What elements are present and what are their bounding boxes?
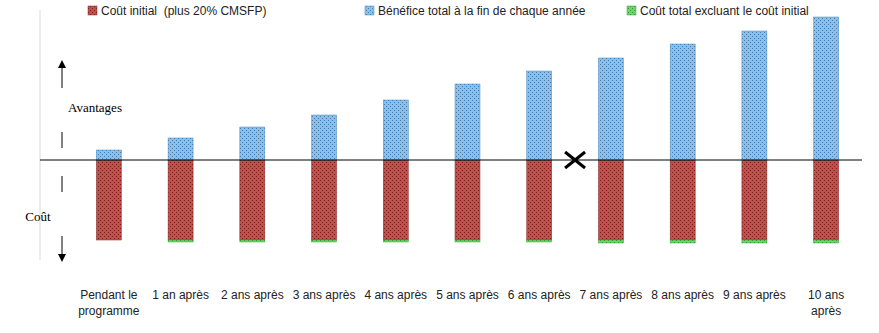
chart: Pendant leprogramme 1 an après 2 ans après… (0, 0, 879, 333)
bar-segment (240, 240, 265, 242)
bar-segment (598, 160, 623, 240)
category-label: 9 ans après (723, 288, 786, 302)
category-label: 6 ans après (508, 288, 571, 302)
arrows (58, 60, 66, 262)
legend-label: Bénéfice total à la fin de chaque année (378, 4, 586, 18)
bar-segment (96, 160, 121, 240)
bar-segment (168, 138, 193, 160)
bars (96, 17, 838, 243)
bar-segment (312, 115, 337, 160)
bar-segment (527, 71, 552, 160)
bar-segment (240, 127, 265, 160)
category-label: 1 an après (152, 288, 209, 302)
grid-line (40, 160, 862, 161)
bar-segment (312, 240, 337, 242)
category-label: 7 ans après (580, 288, 643, 302)
legend-entry: Coût initial (plus 20% CMSFP) (88, 4, 266, 18)
legend-entry: Bénéfice total à la fin de chaque année (365, 4, 586, 18)
bar-segment (814, 240, 839, 243)
category-label: 2 ans après (221, 288, 284, 302)
bar-segment (455, 240, 480, 242)
bar-segment (814, 17, 839, 160)
bar-segment (670, 240, 695, 243)
annotation: Coût (25, 209, 51, 224)
chart-svg: Pendant leprogramme 1 an après 2 ans après… (0, 0, 879, 333)
bar-segment (96, 150, 121, 160)
bar-segment (742, 160, 767, 240)
bar-segment (455, 160, 480, 240)
legend-swatch (627, 6, 636, 15)
category-label: 10 ansaprès (808, 288, 844, 318)
bar-segment (455, 84, 480, 160)
bar-segment (598, 240, 623, 243)
bar-segment (383, 160, 408, 240)
bar-segment (670, 160, 695, 240)
bar-segment (814, 160, 839, 240)
category-label: 5 ans après (436, 288, 499, 302)
category-label: 4 ans après (364, 288, 427, 302)
bar-segment (168, 160, 193, 240)
bar-segment (168, 240, 193, 242)
category-label: 3 ans après (293, 288, 356, 302)
bar-segment (96, 150, 121, 151)
legend-entry: Coût total excluant le coût initial (627, 4, 809, 18)
category-label: Pendant leprogramme (78, 288, 140, 318)
bar-segment (670, 44, 695, 160)
bar-segment (527, 240, 552, 242)
bar-segment (240, 160, 265, 240)
legend-label: Coût total excluant le coût initial (640, 4, 809, 18)
legend-swatch (88, 6, 97, 15)
legend-swatch (365, 6, 374, 15)
break-even-mark (565, 152, 585, 168)
bar-segment (598, 58, 623, 160)
bar-segment (383, 240, 408, 242)
bar-segment (527, 160, 552, 240)
bar-segment (312, 160, 337, 240)
bar-segment (383, 100, 408, 160)
legend-label: Coût initial (plus 20% CMSFP) (101, 4, 266, 18)
category-label: 8 ans après (651, 288, 714, 302)
bar-segment (742, 240, 767, 243)
bar-segment (742, 31, 767, 160)
annotation: Avantages (68, 100, 122, 115)
